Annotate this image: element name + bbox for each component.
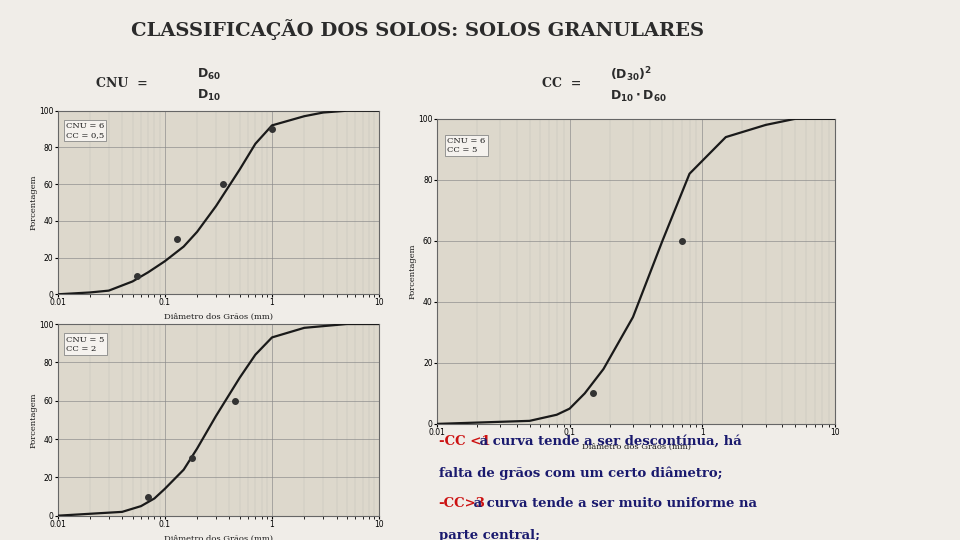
Text: CLASSIFICAÇÃO DOS SOLOS: SOLOS GRANULARES: CLASSIFICAÇÃO DOS SOLOS: SOLOS GRANULARE…	[132, 19, 704, 40]
X-axis label: Diâmetro dos Grãos (mm): Diâmetro dos Grãos (mm)	[164, 313, 273, 321]
Text: CNU = 6
CC = 0,5: CNU = 6 CC = 0,5	[66, 122, 105, 139]
Text: -CC <1: -CC <1	[439, 435, 491, 448]
Text: $\mathbf{(D_{30})^2}$: $\mathbf{(D_{30})^2}$	[610, 65, 652, 84]
X-axis label: Diâmetro dos Grãos (mm): Diâmetro dos Grãos (mm)	[164, 535, 273, 540]
Text: CNU  =: CNU =	[96, 77, 148, 90]
Text: falta de grãos com um certo diâmetro;: falta de grãos com um certo diâmetro;	[439, 466, 722, 480]
Text: $\mathbf{D_{10}}$: $\mathbf{D_{10}}$	[197, 87, 221, 103]
Text: $\mathbf{D_{60}}$: $\mathbf{D_{60}}$	[197, 67, 221, 82]
Text: a curva tende a ser descontínua, há: a curva tende a ser descontínua, há	[474, 435, 741, 448]
Text: CC  =: CC =	[542, 77, 582, 90]
Text: a curva tende a ser muito uniforme na: a curva tende a ser muito uniforme na	[468, 497, 756, 510]
Text: $\mathbf{D_{10} \cdot D_{60}}$: $\mathbf{D_{10} \cdot D_{60}}$	[610, 89, 666, 104]
Text: -CC>3: -CC>3	[439, 497, 486, 510]
Y-axis label: Porcentagem: Porcentagem	[30, 392, 37, 448]
Text: CNU = 6
CC = 5: CNU = 6 CC = 5	[447, 137, 486, 154]
Y-axis label: Porcentagem: Porcentagem	[30, 175, 37, 230]
X-axis label: Diâmetro dos Grãos (mm): Diâmetro dos Grãos (mm)	[582, 443, 690, 450]
Y-axis label: Porcentagem: Porcentagem	[409, 244, 417, 299]
Text: CNU = 5
CC = 2: CNU = 5 CC = 2	[66, 335, 105, 353]
Text: parte central;: parte central;	[439, 529, 540, 540]
